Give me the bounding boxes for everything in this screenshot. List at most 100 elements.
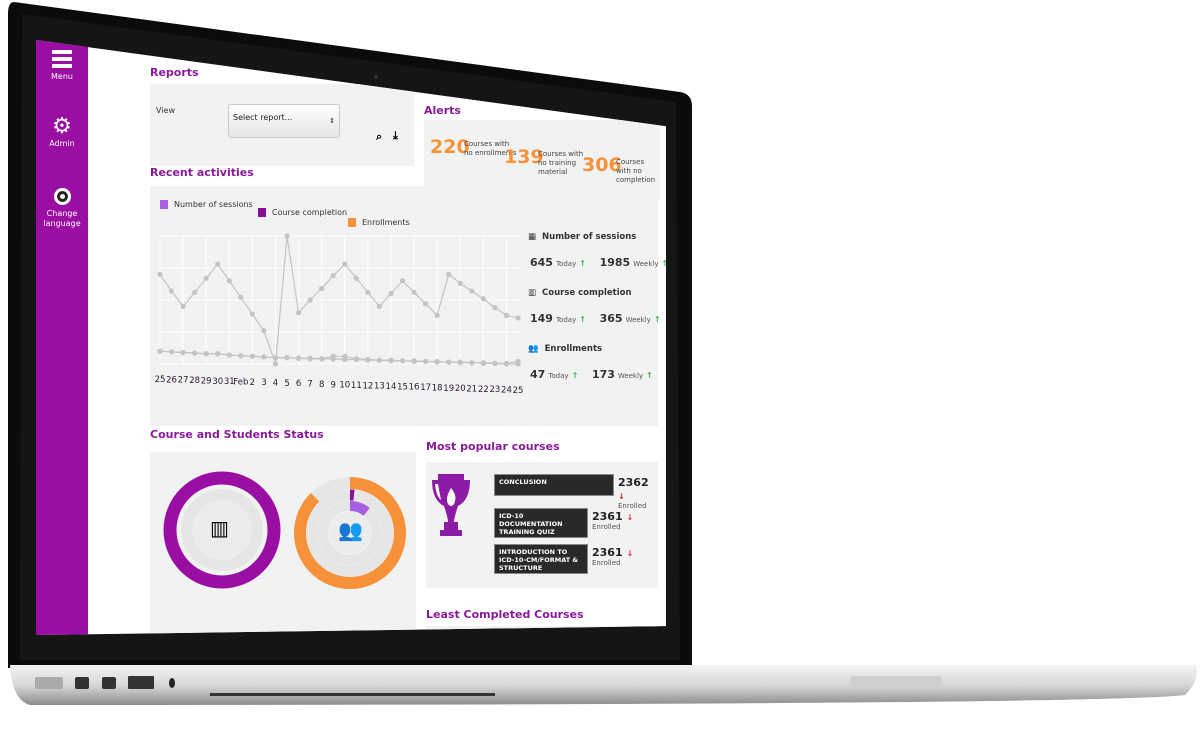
x-tick-label: 6 bbox=[296, 379, 301, 389]
data-point bbox=[353, 356, 359, 363]
alerts-title: Alerts bbox=[424, 104, 461, 117]
x-tick-label: 29 bbox=[201, 376, 212, 386]
report-select[interactable]: Select report... ⇕ bbox=[228, 104, 340, 138]
data-point bbox=[284, 233, 290, 239]
x-tick-label: 26 bbox=[166, 375, 177, 385]
x-tick-label: 11 bbox=[351, 381, 362, 391]
data-point bbox=[376, 357, 383, 363]
data-point bbox=[203, 351, 209, 357]
stat-values: 149 Today ↑ 365 Weekly ↑ bbox=[530, 312, 661, 325]
calendar-icon: ▦ bbox=[528, 232, 537, 242]
stats-panel: ▦ Number of sessions 645 Today ↑ 1985 Weekly… bbox=[528, 232, 666, 422]
recent-activities-panel: Number of sessions Course completion Enr… bbox=[150, 186, 666, 426]
data-point bbox=[492, 305, 498, 311]
arrow-down-icon: ↓ bbox=[626, 513, 634, 522]
data-point bbox=[446, 271, 452, 277]
data-point bbox=[423, 301, 429, 307]
data-point bbox=[480, 360, 486, 366]
x-tick-label: 27 bbox=[178, 376, 189, 386]
course-bar[interactable]: ICD-10 DOCUMENTATION TRAINING QUIZ bbox=[494, 508, 588, 538]
x-tick-label: Feb bbox=[233, 377, 248, 387]
arrow-up-icon: ↑ bbox=[646, 371, 653, 380]
x-tick-label: 17 bbox=[420, 383, 431, 393]
stat-values: 645 Today ↑ 1985 Weekly ↑ bbox=[530, 256, 666, 269]
arrow-up-icon: ↑ bbox=[579, 315, 586, 324]
data-point bbox=[157, 271, 163, 277]
least-completed-courses-title: Least Completed Courses bbox=[426, 608, 584, 621]
trophy-icon bbox=[432, 474, 470, 536]
data-point bbox=[238, 294, 244, 301]
arrow-up-icon: ↑ bbox=[661, 259, 666, 268]
x-tick-label: 13 bbox=[374, 382, 385, 392]
gear-icon: ⚙ bbox=[52, 114, 72, 139]
sidebar-item-admin[interactable]: ⚙ Admin bbox=[36, 115, 88, 149]
search-icon[interactable]: ⌕ bbox=[376, 130, 383, 143]
course-students-status-title: Course and Students Status bbox=[150, 428, 324, 441]
arrow-down-icon: ↓ bbox=[618, 492, 625, 501]
data-point bbox=[515, 315, 521, 321]
data-point bbox=[446, 359, 452, 365]
course-donut-ring bbox=[163, 471, 281, 589]
data-point bbox=[342, 356, 348, 363]
course-bar[interactable]: CONCLUSION bbox=[494, 474, 614, 496]
data-point bbox=[180, 303, 186, 309]
data-point bbox=[423, 358, 429, 365]
data-point bbox=[261, 328, 267, 334]
x-tick-label: 19 bbox=[443, 384, 454, 394]
data-point bbox=[365, 357, 371, 363]
data-point bbox=[215, 351, 221, 357]
data-point bbox=[215, 261, 221, 267]
alert-value: 306 bbox=[582, 154, 622, 176]
recent-activities-title: Recent activities bbox=[150, 166, 254, 179]
x-tick-label: 5 bbox=[284, 379, 289, 389]
data-point bbox=[469, 288, 475, 294]
data-point bbox=[157, 348, 163, 354]
arrow-up-icon: ↑ bbox=[653, 315, 661, 324]
popular-panel: CONCLUSION 2362 ↓ Enrolled ICD-10 DOCUMENT… bbox=[426, 462, 658, 588]
x-tick-label: 30 bbox=[212, 377, 223, 387]
screen: Menu ⚙ Admin Change language Reports Vie… bbox=[36, 40, 666, 635]
data-point bbox=[434, 359, 440, 365]
course-bar[interactable]: INTRODUCTION TO ICD-10-CM/FORMAT & STRUC… bbox=[494, 544, 588, 574]
x-tick-label: 22 bbox=[478, 385, 489, 395]
data-point bbox=[399, 278, 406, 284]
x-tick-label: 21 bbox=[466, 384, 477, 394]
books-icon: ▥ bbox=[528, 288, 537, 298]
x-tick-label: 24 bbox=[501, 386, 512, 396]
x-tick-label: 20 bbox=[455, 384, 466, 394]
course-count: 2361 ↓ Enrolled bbox=[592, 510, 634, 531]
data-point bbox=[399, 358, 406, 364]
data-point bbox=[503, 361, 510, 367]
data-point bbox=[469, 360, 475, 366]
data-point bbox=[203, 275, 209, 281]
data-point bbox=[503, 312, 510, 318]
x-tick-label: 28 bbox=[189, 376, 200, 386]
data-point bbox=[249, 353, 255, 359]
data-point bbox=[261, 354, 267, 360]
select-arrows-icon: ⇕ bbox=[329, 117, 335, 125]
x-tick-label: 7 bbox=[307, 380, 312, 390]
data-point bbox=[284, 355, 290, 361]
alert-value: 139 bbox=[504, 146, 544, 168]
data-point bbox=[365, 289, 371, 295]
data-point bbox=[376, 303, 383, 309]
data-point bbox=[353, 275, 359, 281]
sidebar-item-change-language[interactable]: Change language bbox=[36, 188, 88, 229]
data-point bbox=[272, 355, 279, 361]
sidebar-item-menu[interactable]: Menu bbox=[36, 50, 88, 82]
data-point bbox=[411, 358, 417, 365]
data-point bbox=[330, 356, 336, 362]
x-tick-label: 2 bbox=[250, 378, 255, 388]
users-icon: 👥 bbox=[338, 518, 363, 542]
series-line-1 bbox=[159, 350, 519, 364]
sidebar: Menu ⚙ Admin Change language bbox=[36, 40, 88, 635]
data-point bbox=[515, 361, 521, 367]
legend-sessions: Number of sessions bbox=[160, 200, 253, 209]
download-icon[interactable]: ⤓ bbox=[393, 129, 398, 142]
reports-panel: View Select report... ⇕ ⌕ ⤓ bbox=[150, 84, 414, 166]
data-point bbox=[330, 273, 336, 279]
most-popular-courses-title: Most popular courses bbox=[426, 440, 560, 453]
status-donuts bbox=[163, 471, 406, 589]
sessions-ring bbox=[318, 501, 382, 565]
